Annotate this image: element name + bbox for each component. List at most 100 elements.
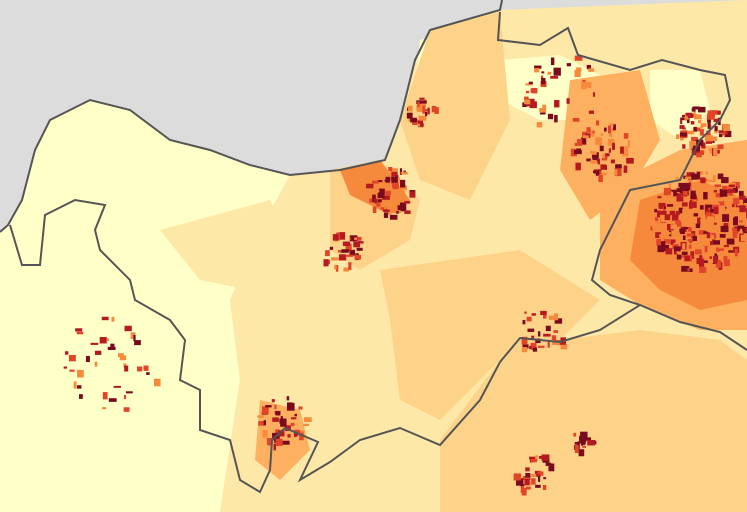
urban-spot — [329, 246, 334, 250]
urban-spot — [593, 170, 600, 174]
urban-spot — [675, 232, 681, 239]
urban-spot — [578, 449, 585, 457]
urban-spot — [113, 385, 121, 388]
urban-spot — [678, 207, 684, 214]
urban-spot — [531, 88, 538, 94]
urban-spot — [124, 365, 129, 372]
urban-spot — [130, 332, 136, 339]
urban-spot — [356, 247, 363, 251]
urban-spot — [687, 130, 694, 135]
urban-spot — [667, 223, 674, 231]
admin-border — [9, 198, 747, 494]
region-northeast-pale — [650, 70, 710, 140]
urban-spot — [143, 365, 149, 371]
urban-spot — [69, 369, 75, 372]
urban-spot — [293, 431, 298, 437]
urban-spot — [713, 207, 719, 215]
urban-spot — [705, 171, 709, 175]
urban-spot — [734, 216, 738, 222]
urban-spot — [710, 110, 718, 115]
urban-spot — [695, 191, 703, 194]
urban-spot — [689, 179, 692, 186]
urban-spot — [608, 148, 611, 153]
urban-spot — [526, 316, 532, 322]
urban-spot — [522, 319, 526, 325]
urban-spot — [540, 310, 547, 316]
urban-spot — [294, 413, 298, 417]
urban-spot — [134, 340, 141, 346]
urban-spot — [689, 268, 693, 272]
urban-spot — [666, 204, 674, 207]
urban-spot — [681, 194, 687, 197]
urban-spot — [729, 186, 734, 192]
urban-spot — [728, 191, 733, 196]
urban-spot — [136, 366, 143, 372]
urban-spot — [262, 406, 269, 414]
urban-spot — [391, 171, 398, 177]
urban-spot — [697, 217, 701, 225]
urban-spot — [711, 232, 716, 236]
urban-spot — [604, 153, 608, 160]
urban-spot — [657, 244, 665, 253]
urban-spot — [714, 126, 718, 132]
urban-spot — [286, 402, 295, 411]
urban-spot — [597, 158, 601, 165]
urban-spot — [679, 132, 688, 137]
urban-spot — [587, 129, 595, 137]
urban-spot — [692, 207, 698, 216]
urban-spot — [580, 431, 588, 438]
urban-spot — [705, 140, 713, 144]
urban-spot — [681, 251, 688, 256]
urban-spot — [656, 239, 661, 246]
region-west-band — [160, 200, 300, 290]
urban-spot — [693, 260, 699, 263]
urban-spot — [681, 117, 685, 121]
urban-spot — [417, 101, 420, 108]
urban-spot — [400, 190, 405, 196]
urban-spot — [710, 241, 713, 246]
urban-spot — [525, 90, 530, 94]
urban-spot — [623, 165, 628, 173]
urban-spot — [693, 213, 699, 217]
urban-spot — [525, 83, 533, 86]
urban-spot — [588, 68, 595, 72]
urban-spot — [691, 148, 700, 156]
urban-spot — [548, 315, 557, 320]
urban-spot — [699, 129, 704, 136]
urban-spot — [271, 399, 275, 403]
urban-spot — [354, 254, 362, 260]
urban-spot — [723, 259, 730, 267]
urban-spot — [585, 81, 592, 89]
urban-spot — [334, 264, 337, 270]
urban-spot — [698, 259, 705, 267]
urban-spot — [323, 259, 329, 267]
urban-spot — [539, 112, 546, 115]
urban-spot — [68, 354, 76, 362]
urban-spot — [714, 197, 718, 201]
urban-spot — [409, 191, 416, 198]
urban-spot — [330, 257, 339, 261]
urban-spot — [664, 214, 671, 221]
urban-spot — [342, 241, 351, 247]
urban-spot — [700, 177, 706, 184]
urban-spot — [513, 473, 522, 481]
urban-spot — [541, 71, 545, 74]
urban-spot — [541, 454, 550, 461]
urban-spot — [280, 416, 283, 422]
urban-spot — [535, 484, 541, 488]
urban-spot — [338, 232, 346, 240]
urban-spot — [686, 172, 694, 179]
urban-spot — [434, 107, 439, 114]
urban-spot — [665, 248, 673, 255]
urban-spot — [688, 227, 692, 232]
urban-spot — [547, 341, 550, 348]
region-boulogne — [340, 160, 410, 215]
urban-spot — [718, 244, 724, 249]
urban-spot — [286, 396, 290, 401]
urban-spot — [380, 207, 387, 210]
urban-spot — [90, 342, 99, 345]
urban-spot — [699, 205, 704, 210]
urban-spot — [598, 175, 603, 183]
urban-spot — [64, 351, 69, 355]
